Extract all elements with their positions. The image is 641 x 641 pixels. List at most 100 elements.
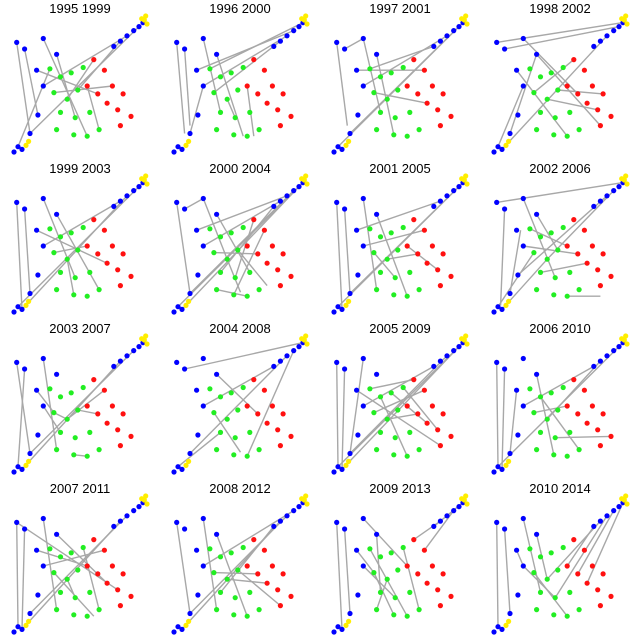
data-point-green <box>256 447 262 453</box>
data-point-red <box>277 443 283 449</box>
data-point-green <box>560 64 566 71</box>
data-point-blue <box>597 358 603 364</box>
data-point-green <box>47 546 53 552</box>
link-line <box>176 42 186 134</box>
data-point-blue <box>502 366 508 372</box>
data-point-green <box>392 115 398 121</box>
data-point-yellow <box>503 622 509 628</box>
data-point-yellow <box>623 173 629 179</box>
link-line <box>373 389 425 414</box>
link-line <box>362 518 408 567</box>
data-point-green <box>367 386 373 392</box>
data-point-blue <box>334 519 340 525</box>
data-point-blue <box>15 144 21 150</box>
data-point-blue <box>200 243 206 249</box>
data-point-green <box>57 394 64 400</box>
data-point-green <box>51 90 57 96</box>
panel-title: 2007 2011 <box>49 481 111 496</box>
data-point-green <box>576 447 582 453</box>
data-point-blue <box>284 193 290 199</box>
data-point-blue <box>131 188 137 194</box>
link-line <box>535 213 559 251</box>
data-point-blue <box>35 272 41 278</box>
data-point-blue <box>11 309 17 315</box>
data-point-blue <box>515 272 521 278</box>
data-point-green <box>384 576 390 582</box>
data-point-yellow <box>183 462 189 468</box>
data-point-red <box>608 593 614 599</box>
data-point-green <box>371 90 377 96</box>
link-line <box>21 528 26 630</box>
data-point-red <box>104 420 110 426</box>
data-point-red <box>564 243 570 249</box>
data-point-blue <box>291 28 297 34</box>
data-point-yellow <box>144 21 150 27</box>
data-point-red <box>448 433 454 439</box>
data-point-blue <box>360 35 366 42</box>
data-point-blue <box>437 198 443 204</box>
link-line <box>16 522 19 627</box>
data-point-blue <box>354 227 360 233</box>
data-point-green <box>224 416 230 422</box>
link-line <box>509 54 538 134</box>
data-point-red <box>91 537 97 543</box>
data-point-blue <box>591 363 597 369</box>
link-line <box>501 368 506 470</box>
data-point-red <box>95 411 101 417</box>
data-point-red <box>421 547 427 553</box>
data-point-yellow <box>346 138 352 144</box>
link-line <box>496 522 499 627</box>
data-point-green <box>567 109 573 115</box>
data-point-green <box>548 390 554 396</box>
data-point-red <box>595 587 601 593</box>
data-point-green <box>80 64 86 71</box>
data-point-blue <box>200 83 206 89</box>
data-point-green <box>71 292 77 298</box>
data-point-red <box>429 563 435 569</box>
link-line <box>53 85 113 94</box>
data-point-blue <box>179 466 185 472</box>
data-point-green <box>240 224 246 231</box>
data-point-blue <box>354 67 360 73</box>
data-point-green <box>400 64 406 71</box>
data-point-blue <box>520 243 526 249</box>
data-point-green <box>548 550 554 556</box>
data-point-red <box>280 251 286 257</box>
link-line <box>227 578 268 584</box>
chart-panel: 1998 2002 <box>480 0 640 160</box>
link-line <box>237 249 268 287</box>
data-point-yellow <box>139 176 145 182</box>
data-point-blue <box>597 38 603 44</box>
link-line <box>216 373 259 415</box>
data-point-red <box>84 563 90 569</box>
data-point-blue <box>456 24 462 30</box>
data-point-yellow <box>343 462 349 468</box>
data-point-blue <box>520 35 526 42</box>
data-point-red <box>421 227 427 233</box>
data-point-blue <box>591 523 597 529</box>
scatter-plot <box>11 493 150 635</box>
data-point-blue <box>431 203 437 209</box>
link-line <box>566 526 595 567</box>
data-point-blue <box>520 515 526 522</box>
data-point-green <box>416 447 422 453</box>
data-point-blue <box>187 450 193 457</box>
data-point-red <box>608 273 614 279</box>
link-line <box>66 259 75 295</box>
data-point-blue <box>616 24 622 30</box>
data-point-yellow <box>506 458 512 464</box>
data-point-red <box>244 563 250 569</box>
data-point-blue <box>494 519 500 525</box>
data-point-yellow <box>464 181 470 187</box>
data-point-blue <box>214 531 220 537</box>
data-point-green <box>232 115 238 121</box>
link-line <box>496 181 624 204</box>
data-point-green <box>68 230 74 236</box>
scatter-plot <box>491 173 630 315</box>
data-point-green <box>567 429 573 435</box>
link-line <box>16 42 31 134</box>
data-point-red <box>581 227 587 233</box>
link-line <box>202 200 281 247</box>
data-point-yellow <box>183 142 189 148</box>
data-point-blue <box>335 304 341 310</box>
